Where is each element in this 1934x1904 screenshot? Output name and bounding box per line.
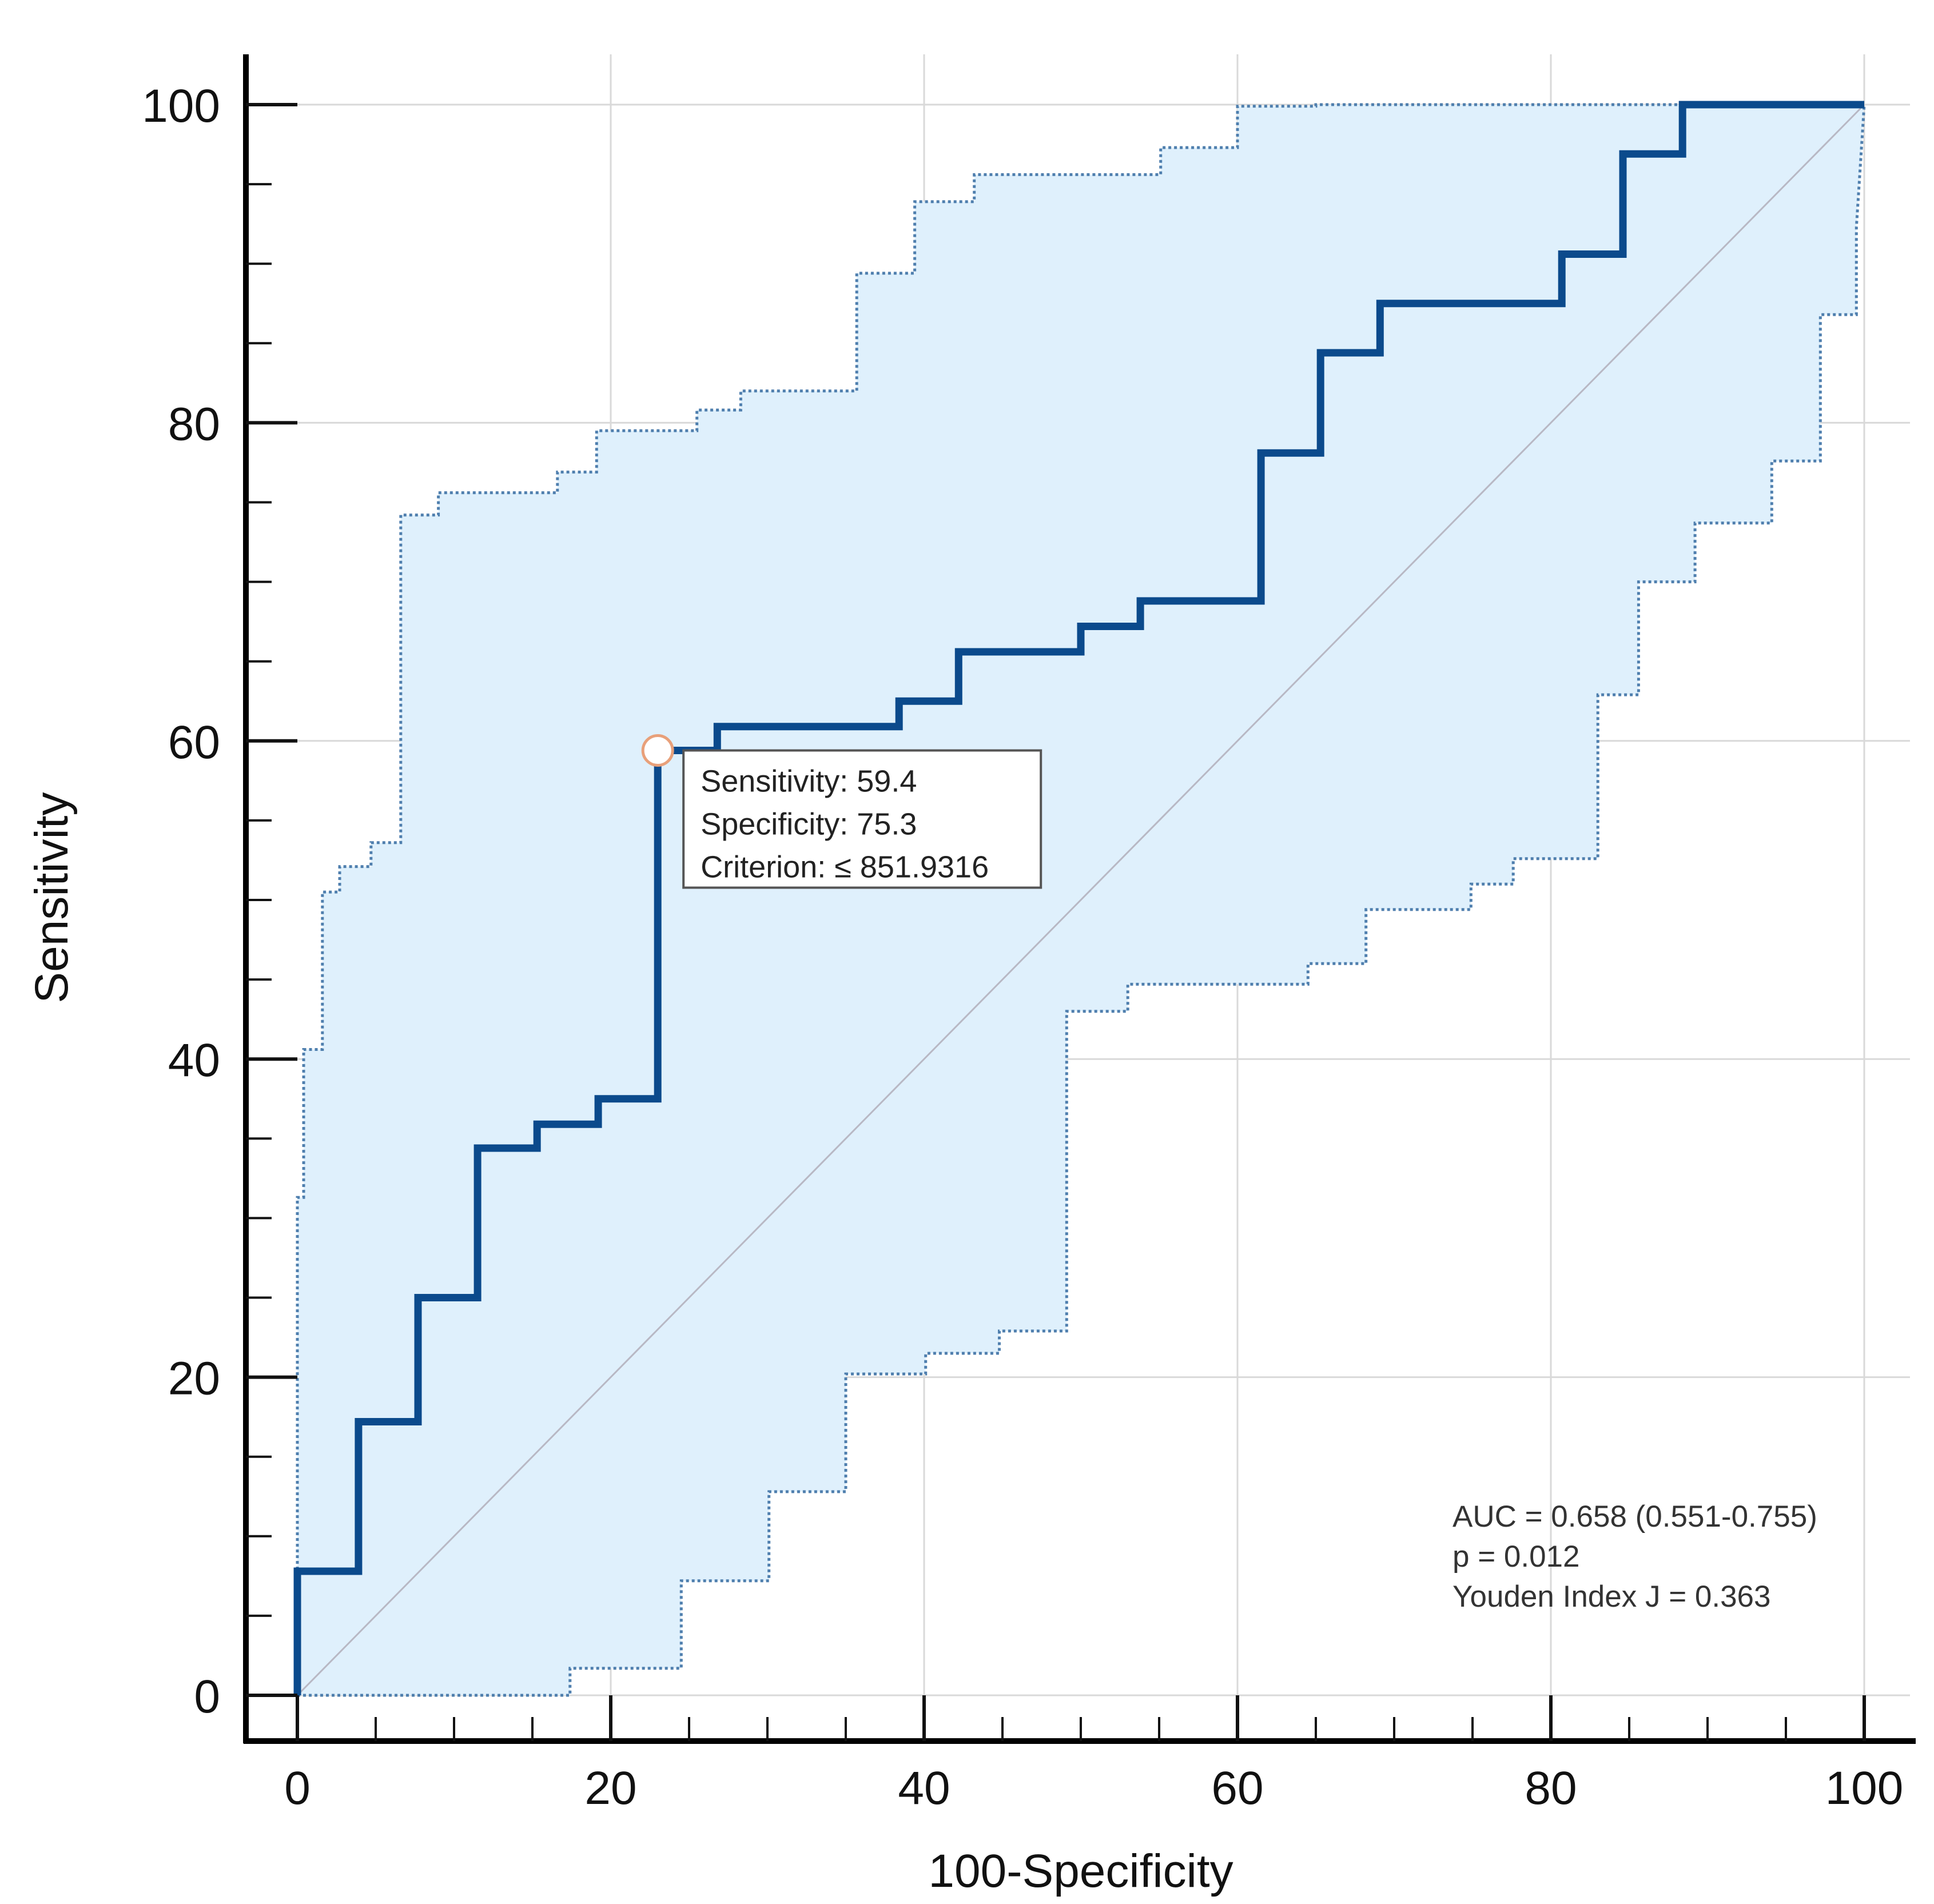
x-tick-label: 40 xyxy=(898,1762,950,1814)
x-tick-label: 20 xyxy=(584,1762,636,1814)
stats-annotation: AUC = 0.658 (0.551-0.755) p = 0.012 Youd… xyxy=(1453,1500,1817,1614)
reference-diagonal-line xyxy=(296,103,1865,1696)
x-tick-label: 100 xyxy=(1825,1762,1904,1814)
p-value-label: p = 0.012 xyxy=(1453,1540,1580,1574)
auc-label: AUC = 0.658 (0.551-0.755) xyxy=(1453,1500,1817,1533)
x-tick-label: 80 xyxy=(1525,1762,1577,1814)
x-axis-title: 100-Specificity xyxy=(928,1845,1233,1897)
youden-index-label: Youden Index J = 0.363 xyxy=(1453,1580,1771,1614)
roc-curve-line xyxy=(293,101,1864,1695)
ci-lower-bound-line xyxy=(297,104,1866,1697)
y-tick-label: 60 xyxy=(168,716,220,768)
axes: 0 20 40 60 80 100 0 20 40 60 80 100 xyxy=(142,54,1916,1814)
y-tick-label: 100 xyxy=(142,80,220,132)
cutoff-tooltip: Sensitivity: 59.4 Specificity: 75.3 Crit… xyxy=(682,749,1042,889)
optimal-cutoff-marker[interactable] xyxy=(641,734,674,767)
tooltip-box xyxy=(682,749,1042,889)
y-tick-label: 0 xyxy=(194,1671,220,1723)
y-axis-title: Sensitivity xyxy=(26,792,78,1003)
y-tick-label: 80 xyxy=(168,398,220,450)
y-tick-label: 40 xyxy=(168,1034,220,1086)
ci-upper-bound-line xyxy=(296,103,1864,1695)
tooltip-specificity: Specificity: 75.3 xyxy=(701,807,917,841)
tooltip-criterion: Criterion: ≤ 851.9316 xyxy=(701,850,989,884)
x-tick-label: 60 xyxy=(1211,1762,1263,1814)
tooltip-sensitivity: Sensitivity: 59.4 xyxy=(701,764,917,798)
y-tick-label: 20 xyxy=(168,1353,220,1405)
x-tick-label: 0 xyxy=(284,1762,311,1814)
